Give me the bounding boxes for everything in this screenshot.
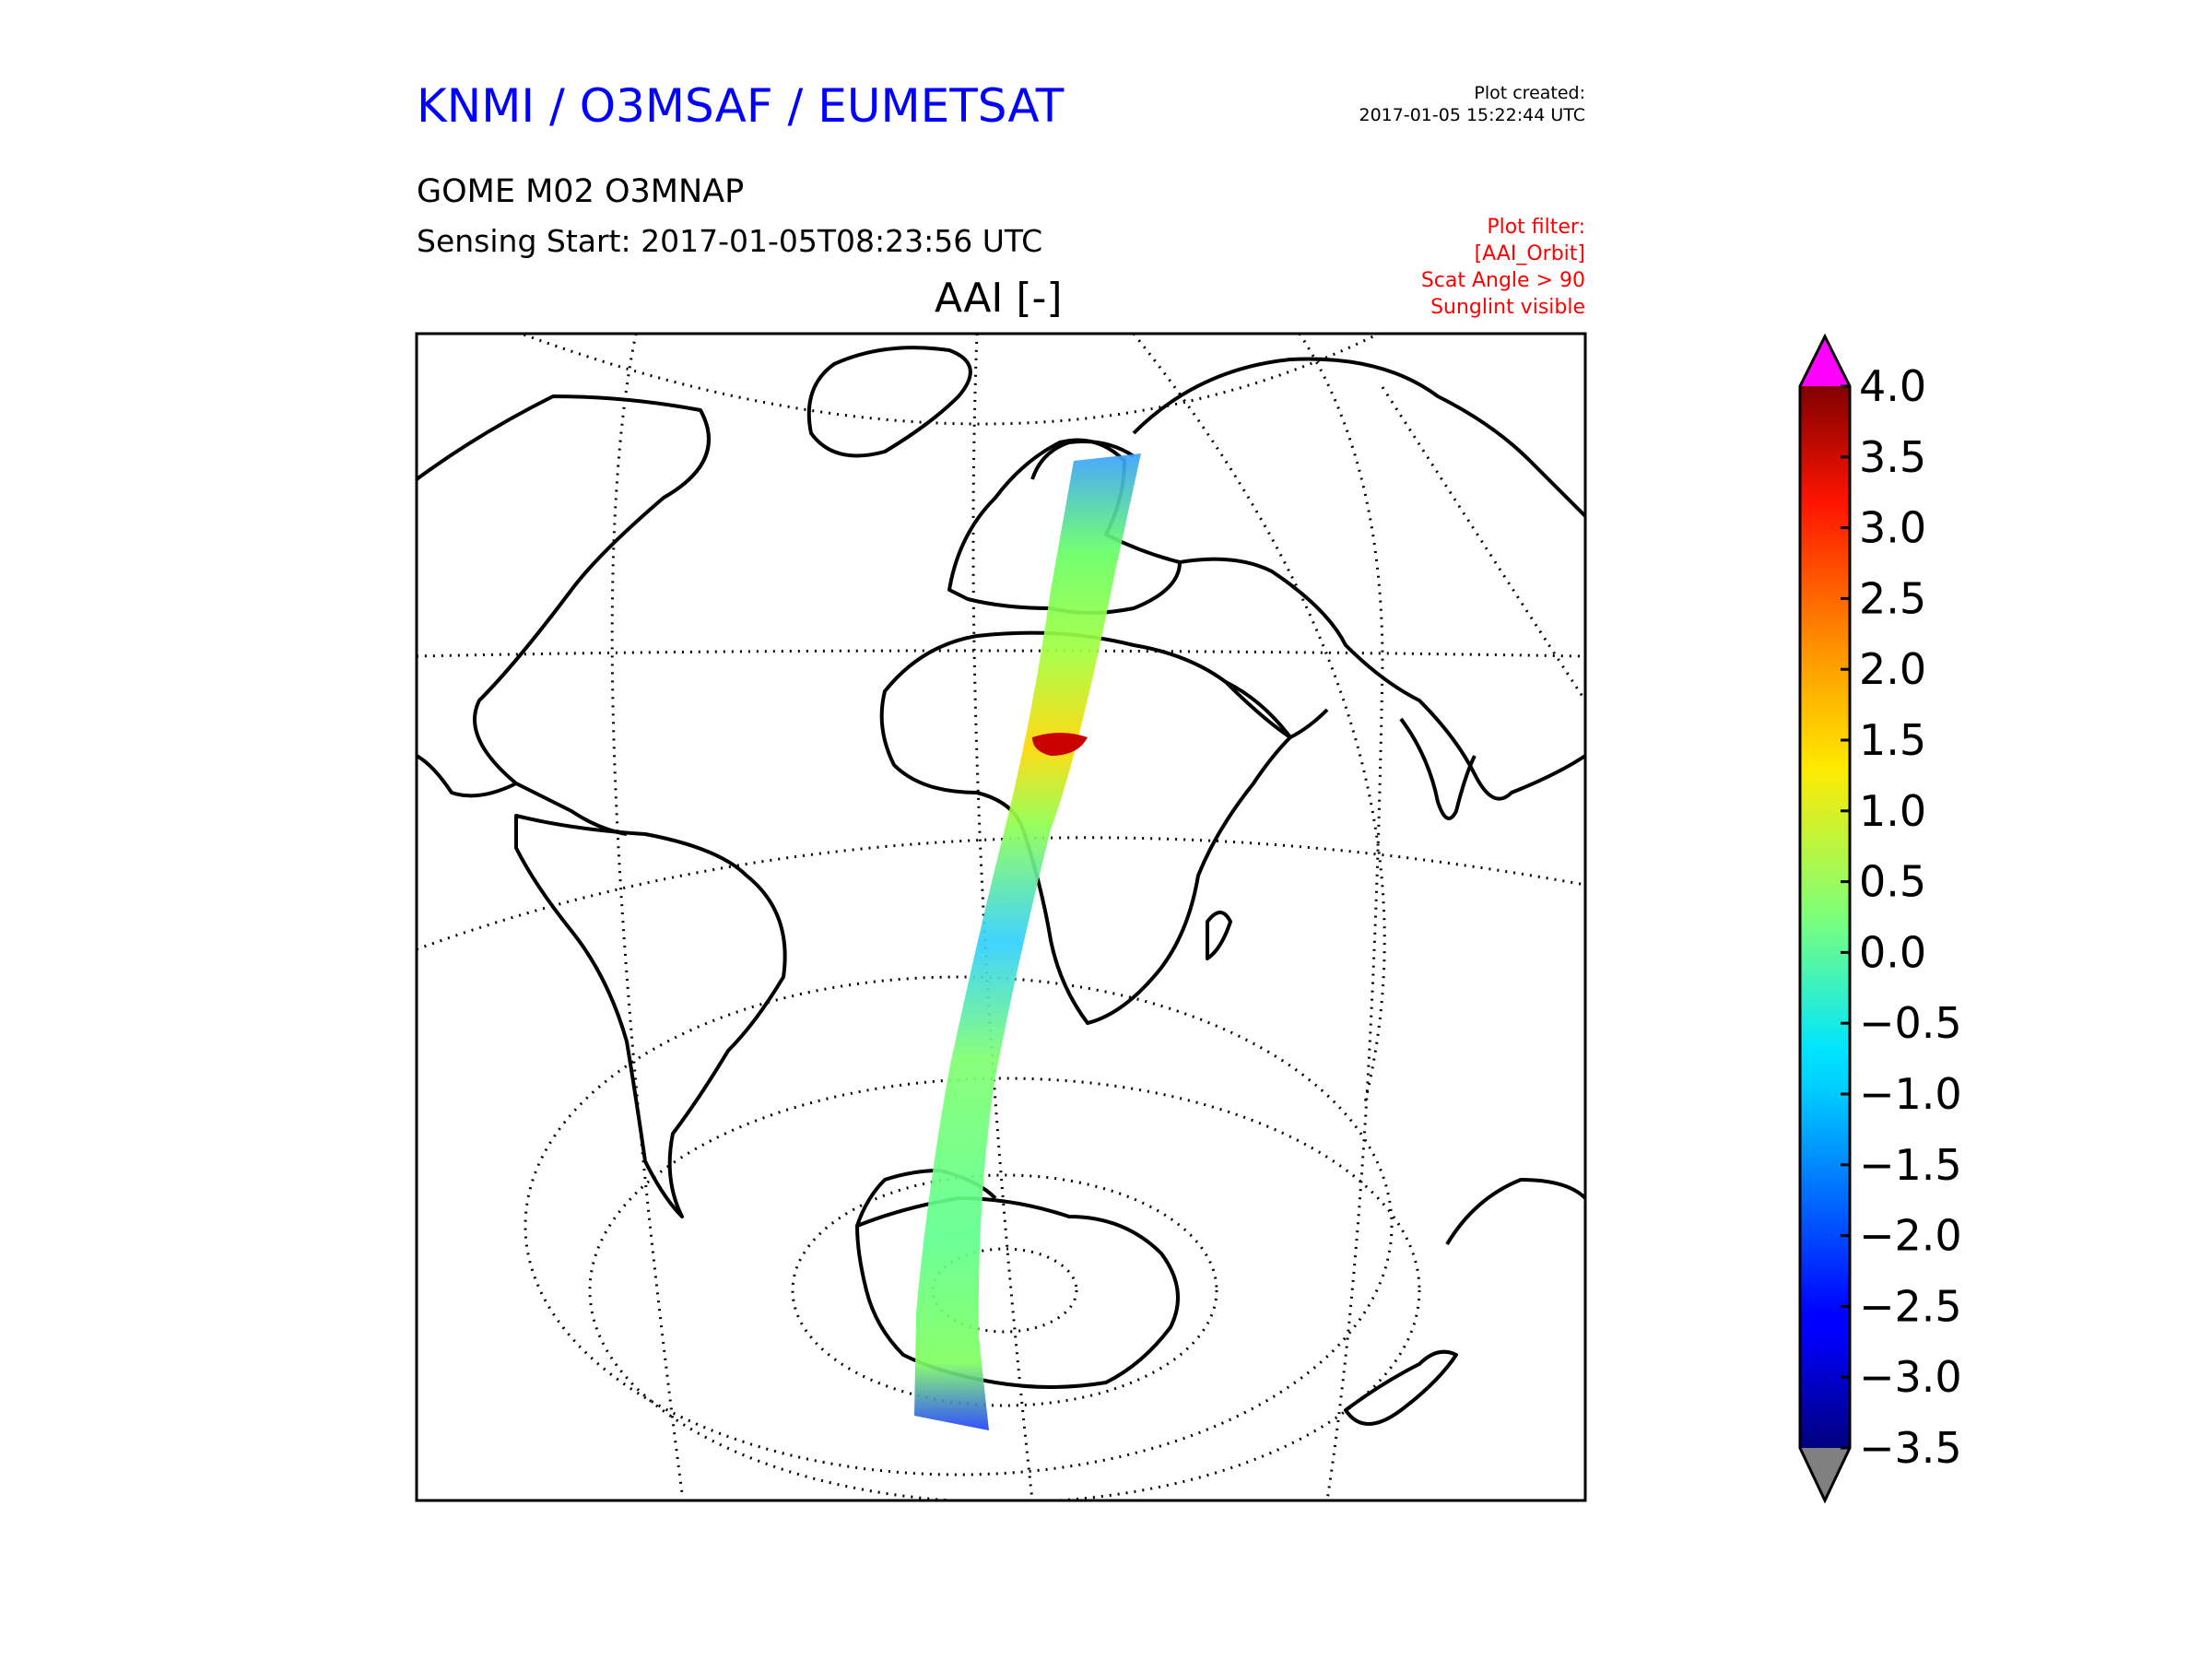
colorbar-tick-label: −3.5 (1859, 1423, 1962, 1473)
colorbar-under-extension (1800, 1448, 1850, 1500)
colorbar-ticks: 4.0 3.5 3.0 2.5 2.0 1.5 1.0 0.5 0.0 −0.5 −1.0 −1.5 −… (1841, 361, 1962, 1473)
africa (879, 630, 1292, 1025)
plot-created-label: Plot created: (1474, 83, 1585, 103)
india (1399, 717, 1477, 820)
plot-filter-sunglint: Sunglint visible (1430, 296, 1585, 319)
plot-title: AAI [-] (935, 275, 1063, 322)
madagascar (1206, 911, 1232, 960)
colorbar-tick-label: 1.0 (1859, 786, 1926, 836)
plot-created-time: 2017-01-05 15:22:44 UTC (1359, 105, 1586, 125)
colorbar-tick-label: 4.0 (1859, 361, 1926, 411)
coastlines (417, 346, 1585, 1426)
north-america (417, 394, 711, 798)
colorbar-tick-label: −2.5 (1859, 1281, 1962, 1331)
colorbar-tick-label: 3.0 (1859, 503, 1926, 553)
plot-filter-name: [AAI_Orbit] (1474, 242, 1585, 265)
colorbar-tick-label: 3.5 (1859, 432, 1926, 482)
colorbar-tick-label: −3.0 (1859, 1352, 1962, 1402)
plot-filter-scat-angle: Scat Angle > 90 (1420, 269, 1585, 292)
sensing-start: Sensing Start: 2017-01-05T08:23:56 UTC (417, 223, 1043, 259)
colorbar-tick-label: −1.5 (1859, 1140, 1962, 1190)
colorbar-tick-label: −1.0 (1859, 1069, 1962, 1119)
satellite-swath (914, 453, 1141, 1430)
org-title: KNMI / O3MSAF / EUMETSAT (417, 79, 1065, 133)
arabia (1225, 680, 1329, 739)
map-frame (415, 332, 1587, 1502)
asia (1179, 557, 1585, 801)
graticule (417, 334, 1585, 1500)
colorbar-tick-label: 0.0 (1859, 927, 1926, 977)
antarctica (855, 1196, 1180, 1389)
scandinavia (1030, 440, 1135, 480)
new-zealand (1344, 1349, 1458, 1426)
greenland (806, 346, 972, 458)
map-content (417, 334, 1585, 1500)
australia (1445, 1178, 1585, 1246)
south-america (514, 814, 787, 1218)
product-name: GOME M02 O3MNAP (417, 173, 745, 210)
plot-filter-label: Plot filter: (1487, 216, 1585, 239)
colorbar-tick-label: 2.0 (1859, 644, 1926, 694)
colorbar-tick-label: 2.5 (1859, 573, 1926, 623)
high-aai-plume (1032, 733, 1088, 756)
colorbar-tick-label: −0.5 (1859, 998, 1962, 1048)
colorbar-tick-label: −2.0 (1859, 1211, 1962, 1261)
asia-north (1132, 357, 1585, 518)
colorbar-gradient (1800, 386, 1850, 1448)
colorbar-tick-label: 0.5 (1859, 857, 1926, 907)
colorbar-over-extension (1800, 336, 1850, 386)
colorbar-tick-label: 1.5 (1859, 715, 1926, 765)
